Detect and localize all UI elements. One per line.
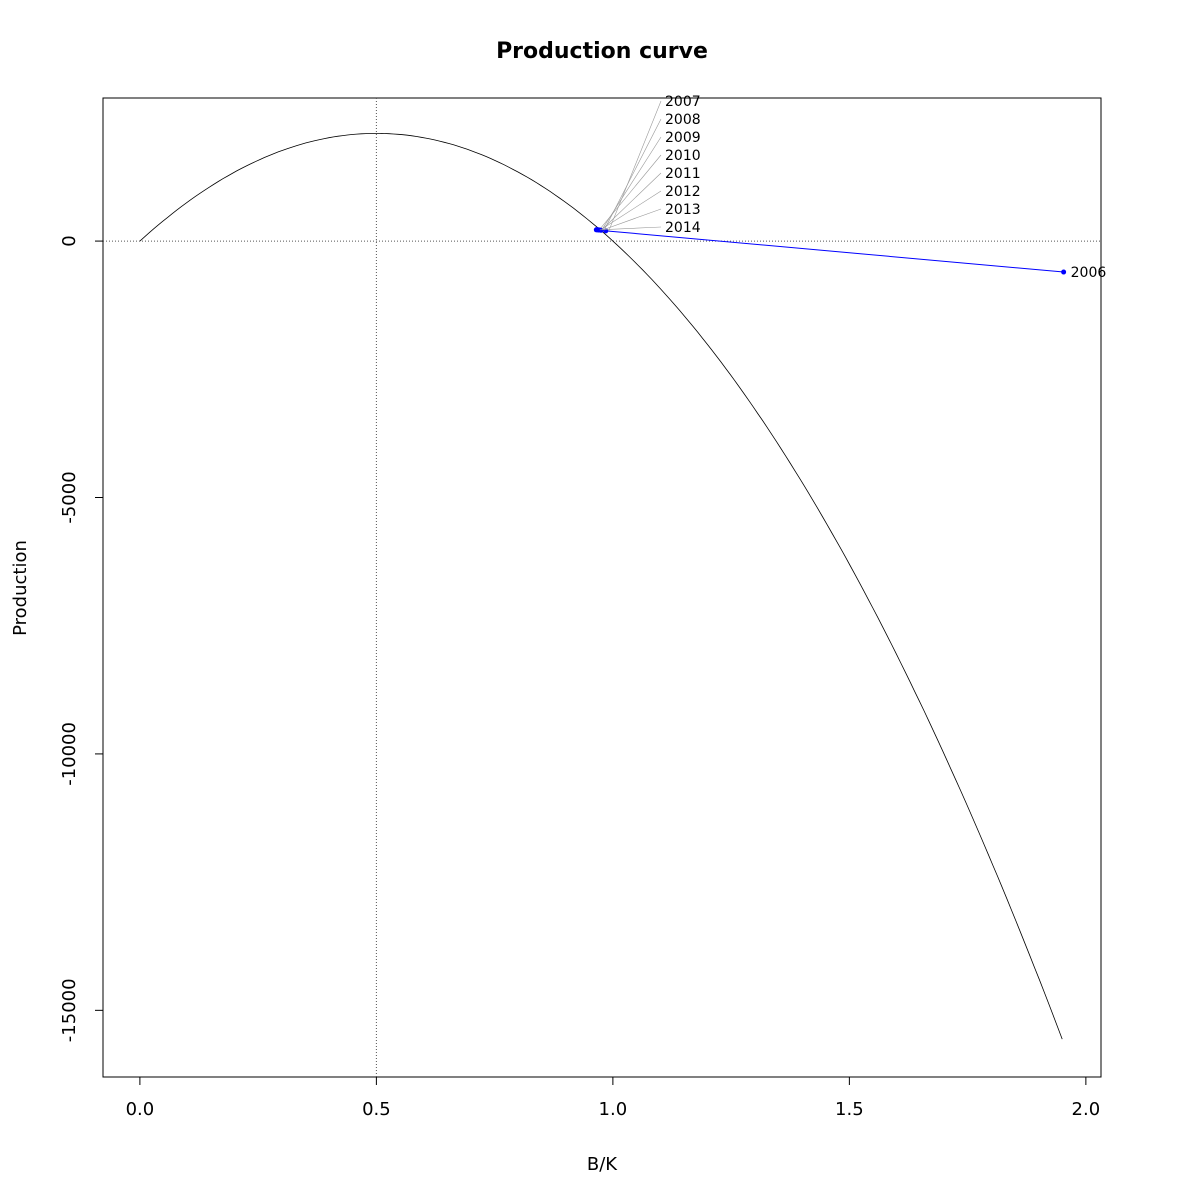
label-leader-line — [600, 190, 662, 230]
data-point-label: 2013 — [665, 202, 701, 218]
y-tick-label: 0 — [59, 235, 80, 246]
data-point-label: 2010 — [665, 148, 701, 164]
x-tick-label: 1.0 — [599, 1099, 628, 1120]
data-point — [594, 227, 600, 233]
data-point-label: 2014 — [665, 220, 701, 236]
chart-title: Production curve — [496, 39, 708, 64]
data-point-label: 2007 — [665, 94, 701, 110]
y-tick-label: -15000 — [59, 978, 80, 1042]
data-point-label: 2006 — [1071, 265, 1107, 281]
label-leader-line — [602, 208, 662, 231]
plot-frame — [102, 97, 1102, 1078]
label-leader-line — [599, 226, 662, 231]
label-leader-line — [599, 154, 662, 230]
data-point-label: 2011 — [665, 166, 701, 182]
production-curve-line — [139, 133, 1063, 1040]
label-leader-line — [601, 172, 662, 231]
observed-series-line — [596, 229, 1064, 273]
label-leader-line — [608, 100, 662, 231]
data-point-label: 2008 — [665, 112, 701, 128]
x-tick-label: 1.5 — [835, 1099, 864, 1120]
y-tick-label: -5000 — [59, 471, 80, 523]
data-point-label: 2009 — [665, 130, 701, 146]
data-point-label: 2012 — [665, 184, 701, 200]
y-tick-label: -10000 — [59, 722, 80, 786]
x-axis-label: B/K — [587, 1154, 618, 1175]
y-axis-label: Production — [10, 540, 31, 636]
x-tick-label: 0.0 — [126, 1099, 155, 1120]
x-tick-label: 2.0 — [1072, 1099, 1101, 1120]
x-tick-label: 0.5 — [362, 1099, 391, 1120]
data-point — [1061, 269, 1067, 275]
